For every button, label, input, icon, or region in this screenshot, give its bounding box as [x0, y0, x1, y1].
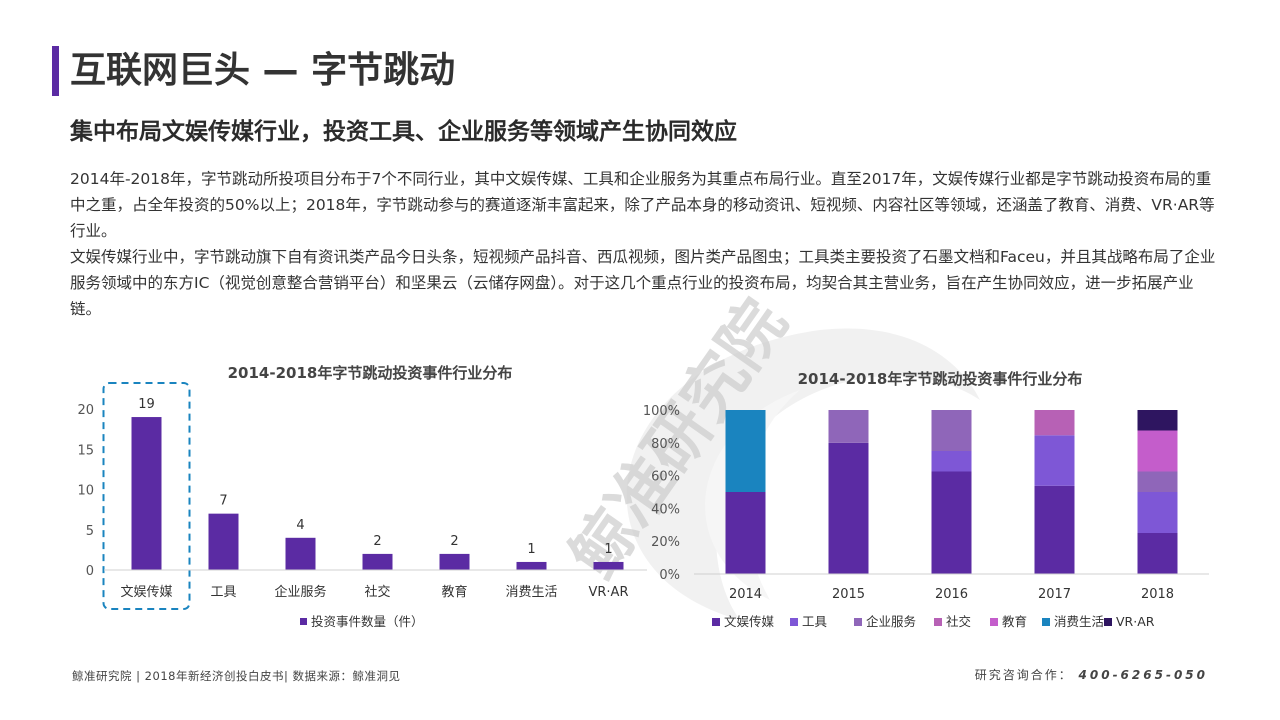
chart1-bars: 19 7 4 2 2 1 1 — [102, 382, 624, 610]
chart2-bar-segment — [1137, 471, 1178, 492]
chart2-legend-label: 消费生活 — [1054, 614, 1104, 629]
chart2-legend-label: 社交 — [946, 614, 971, 629]
chart2-legend-label: 工具 — [802, 614, 828, 629]
chart2-legend-swatch — [1042, 618, 1050, 626]
chart1-category-label: 社交 — [364, 584, 390, 600]
chart2-legend-swatch — [712, 618, 720, 626]
chart1-data-label: 2 — [373, 534, 381, 549]
chart2-bar-segment — [1034, 485, 1075, 574]
chart2-legend-swatch — [790, 618, 798, 626]
footer-contact: 研究咨询合作： 400-6265-050 — [975, 666, 1208, 683]
chart2-y-tick-label: 40% — [651, 502, 680, 517]
chart2-legend-label: 教育 — [1002, 614, 1027, 629]
chart2-bars — [725, 410, 1178, 574]
chart2-y-axis: 0% 20% 40% 60% 80% 100% — [643, 404, 680, 583]
chart1-category-label: 企业服务 — [274, 584, 326, 600]
chart2-legend-label: 文娱传媒 — [724, 614, 775, 629]
chart2-category-label: 2015 — [832, 587, 865, 602]
chart1-y-tick-label: 5 — [86, 524, 94, 539]
chart2-bar-segment — [828, 410, 869, 443]
chart2-bar-segment — [1034, 435, 1075, 486]
body-text: 2014年-2018年，字节跳动所投项目分布于7个不同行业，其中文娱传媒、工具和… — [70, 166, 1220, 322]
page-subtitle: 集中布局文娱传媒行业，投资工具、企业服务等领域产生协同效应 — [70, 119, 737, 145]
chart2-legend-label: VR·AR — [1116, 614, 1155, 629]
chart1-data-label: 2 — [450, 534, 458, 549]
chart1-y-tick-label: 15 — [77, 443, 94, 458]
chart1-category-label: 教育 — [441, 584, 467, 600]
chart1-category-label: VR·AR — [589, 585, 629, 600]
chart2-y-tick-label: 80% — [651, 437, 680, 452]
chart1-category-label: 文娱传媒 — [120, 585, 172, 600]
chart2-bar-segment — [1137, 492, 1178, 533]
footer-contact-label: 研究咨询合作： — [974, 668, 1073, 682]
chart2-bar-segment — [931, 471, 972, 574]
chart1-legend: 投资事件数量（件） — [300, 614, 424, 629]
chart2-bar-segment — [1137, 533, 1178, 574]
chart2-bar-segment — [1034, 410, 1075, 436]
chart1-y-tick-label: 10 — [77, 484, 94, 499]
chart1-bar — [208, 513, 239, 570]
chart2-legend-swatch — [934, 618, 942, 626]
chart1-bar — [593, 561, 624, 570]
chart2-legend: 文娱传媒 工具 企业服务 社交 教育 消费生活 VR·AR — [712, 614, 1155, 629]
chart2-bar-segment — [828, 442, 869, 574]
title-accent-bar — [52, 46, 59, 96]
footer-source: 鲸准研究院 | 2018年新经济创投白皮书| 数据来源：鲸准洞见 — [72, 669, 401, 683]
chart1-data-label: 4 — [296, 518, 304, 533]
footer-contact-phone: 400-6265-050 — [1078, 668, 1208, 682]
chart2-x-axis: 2014 2015 2016 2017 2018 — [694, 573, 1209, 602]
chart2-bar-segment — [725, 492, 766, 574]
chart1-bar — [362, 553, 393, 570]
page-title: 互联网巨头 — 字节跳动 — [70, 50, 456, 91]
chart1-data-label: 7 — [219, 494, 227, 509]
chart1-y-axis: 0 5 10 15 20 — [77, 403, 94, 579]
chart1-category-label: 消费生活 — [505, 585, 557, 600]
chart1-bar — [131, 417, 162, 570]
chart1-bar — [285, 537, 316, 570]
chart2-category-label: 2017 — [1038, 587, 1071, 602]
chart2-category-label: 2014 — [729, 587, 762, 602]
stacked-bar-chart-industry-share: 2014-2018年字节跳动投资事件行业分布 0% 20% 40% 60% 80% 100… — [643, 370, 1209, 629]
chart1-legend-swatch — [300, 618, 307, 625]
chart1-highlight-box — [102, 382, 191, 610]
chart2-bar-segment — [1137, 430, 1178, 472]
chart1-x-axis: 文娱传媒 工具 企业服务 社交 教育 消费生活 VR·AR — [104, 569, 647, 600]
chart2-bar-segment — [1137, 410, 1178, 431]
chart2-bar-segment — [931, 410, 972, 451]
chart1-data-label: 19 — [138, 397, 155, 412]
chart1-data-label: 1 — [527, 542, 535, 557]
chart2-y-tick-label: 60% — [651, 470, 680, 485]
chart1-y-tick-label: 0 — [86, 564, 94, 579]
chart2-legend-swatch — [854, 618, 862, 626]
chart2-legend-swatch — [1104, 618, 1112, 626]
chart1-y-tick-label: 20 — [77, 403, 94, 418]
chart2-bar-segment — [931, 451, 972, 472]
chart2-y-tick-label: 100% — [643, 404, 680, 419]
chart1-data-label: 1 — [604, 542, 612, 557]
chart2-category-label: 2018 — [1141, 587, 1174, 602]
chart1-legend-label: 投资事件数量（件） — [311, 614, 424, 629]
chart2-y-tick-label: 20% — [651, 535, 680, 550]
body-paragraph-1: 2014年-2018年，字节跳动所投项目分布于7个不同行业，其中文娱传媒、工具和… — [70, 170, 1215, 240]
chart2-title: 2014-2018年字节跳动投资事件行业分布 — [798, 370, 1083, 388]
chart2-legend-label: 企业服务 — [866, 614, 916, 629]
chart1-bar — [439, 553, 470, 570]
chart1-bar — [516, 561, 547, 570]
chart2-legend-swatch — [990, 618, 998, 626]
chart2-y-tick-label: 0% — [659, 568, 680, 583]
chart2-category-label: 2016 — [935, 587, 968, 602]
chart1-title: 2014-2018年字节跳动投资事件行业分布 — [228, 364, 513, 382]
chart1-category-label: 工具 — [210, 585, 236, 600]
body-paragraph-2: 文娱传媒行业中，字节跳动旗下自有资讯类产品今日头条，短视频产品抖音、西瓜视频，图… — [70, 248, 1216, 318]
chart2-bar-segment — [725, 410, 766, 492]
